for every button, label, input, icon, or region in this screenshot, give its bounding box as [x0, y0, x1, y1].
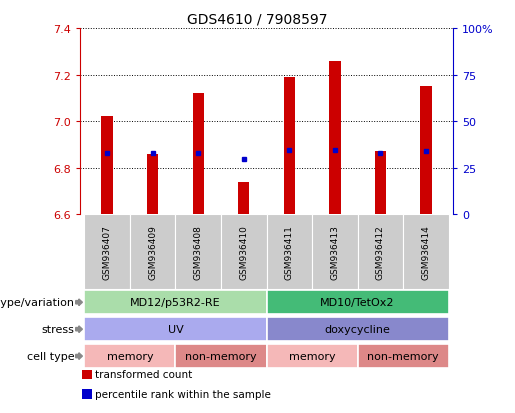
Text: GSM936412: GSM936412	[376, 225, 385, 279]
Bar	[84, 290, 267, 315]
Text: GSM936409: GSM936409	[148, 225, 157, 279]
Text: GSM936413: GSM936413	[330, 225, 339, 279]
Bar	[267, 317, 449, 342]
Bar	[267, 344, 357, 368]
Text: GSM936410: GSM936410	[239, 225, 248, 279]
Text: UV: UV	[167, 324, 183, 335]
Text: genotype/variation: genotype/variation	[0, 297, 75, 308]
Text: GSM936414: GSM936414	[421, 225, 431, 279]
Bar	[193, 94, 204, 215]
Bar	[130, 215, 176, 289]
Text: stress: stress	[42, 324, 75, 335]
Bar	[238, 182, 249, 215]
Bar	[221, 215, 267, 289]
Bar	[84, 215, 130, 289]
Bar	[84, 317, 267, 342]
Text: memory: memory	[107, 351, 153, 361]
Bar	[284, 78, 295, 215]
Text: doxycycline: doxycycline	[324, 324, 390, 335]
Text: GDS4610 / 7908597: GDS4610 / 7908597	[187, 12, 328, 26]
Text: GSM936407: GSM936407	[102, 225, 112, 279]
Bar	[357, 344, 449, 368]
Bar	[312, 215, 357, 289]
Bar	[420, 87, 432, 215]
Bar	[357, 215, 403, 289]
Bar	[267, 215, 312, 289]
Text: transformed count: transformed count	[95, 369, 193, 379]
Text: MD12/p53R2-RE: MD12/p53R2-RE	[130, 297, 221, 308]
Bar	[374, 152, 386, 215]
Bar	[267, 290, 449, 315]
Bar	[403, 215, 449, 289]
Bar	[329, 62, 340, 215]
Text: MD10/TetOx2: MD10/TetOx2	[320, 297, 395, 308]
Bar	[147, 154, 159, 215]
Bar	[101, 117, 113, 215]
Text: cell type: cell type	[27, 351, 75, 361]
Bar	[176, 215, 221, 289]
Text: non-memory: non-memory	[185, 351, 257, 361]
Text: GSM936408: GSM936408	[194, 225, 203, 279]
Text: non-memory: non-memory	[367, 351, 439, 361]
Text: memory: memory	[289, 351, 335, 361]
Text: percentile rank within the sample: percentile rank within the sample	[95, 389, 271, 399]
Text: GSM936411: GSM936411	[285, 225, 294, 279]
Bar	[176, 344, 267, 368]
Bar	[84, 344, 176, 368]
